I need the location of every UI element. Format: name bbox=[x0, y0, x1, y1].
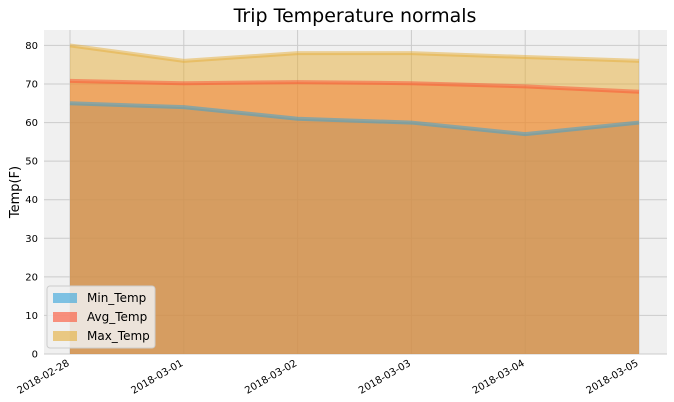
y-tick-label-6: 60 bbox=[25, 118, 38, 129]
legend-label-0: Min_Temp bbox=[87, 291, 146, 305]
x-tick-label-3: 2018-03-03 bbox=[357, 358, 413, 397]
x-tick-label-1: 2018-03-01 bbox=[129, 358, 185, 397]
y-tick-label-0: 0 bbox=[32, 350, 38, 361]
line-min-temp bbox=[69, 101, 640, 137]
y-tick-label-5: 50 bbox=[25, 157, 38, 168]
x-tick-label-4: 2018-03-04 bbox=[471, 358, 527, 397]
line-avg-temp bbox=[69, 78, 640, 94]
series-lines bbox=[69, 43, 640, 137]
chart-title: Trip Temperature normals bbox=[233, 5, 477, 27]
legend: Min_Temp Avg_Temp Max_Temp bbox=[46, 285, 156, 349]
y-tick-label-4: 40 bbox=[25, 195, 38, 206]
y-tick-label-1: 10 bbox=[25, 311, 38, 322]
legend-label-2: Max_Temp bbox=[87, 329, 150, 343]
y-tick-labels: 0 10 20 30 40 50 60 70 80 bbox=[25, 41, 38, 361]
legend-label-1: Avg_Temp bbox=[87, 310, 147, 324]
legend-swatch-1 bbox=[53, 312, 77, 322]
y-axis-label: Temp(F) bbox=[8, 166, 23, 219]
y-tick-label-7: 70 bbox=[25, 80, 38, 91]
x-tick-label-0: 2018-02-28 bbox=[16, 358, 72, 397]
y-tick-label-8: 80 bbox=[25, 41, 38, 52]
area-series bbox=[70, 45, 639, 355]
x-tick-label-2: 2018-03-02 bbox=[243, 358, 299, 397]
y-tick-label-3: 30 bbox=[25, 234, 38, 245]
x-tick-labels: 2018-02-28 2018-03-01 2018-03-02 2018-03-03… bbox=[16, 358, 641, 397]
area-max-temp bbox=[70, 45, 639, 355]
y-tick-label-2: 20 bbox=[25, 272, 38, 283]
line-max-temp bbox=[69, 43, 640, 63]
legend-swatch-2 bbox=[53, 331, 77, 341]
legend-swatch-0 bbox=[53, 293, 77, 303]
x-tick-label-5: 2018-03-05 bbox=[585, 358, 641, 397]
